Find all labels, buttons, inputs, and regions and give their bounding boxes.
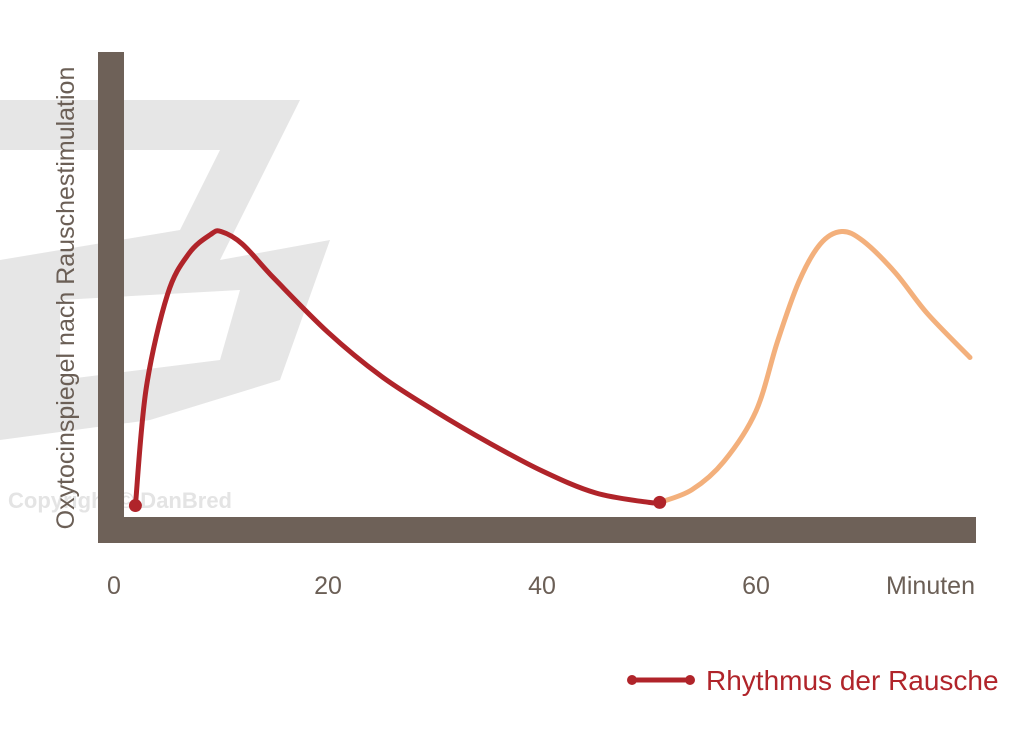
series-layer	[132, 228, 973, 509]
legend: Rhythmus der Rausche	[627, 665, 999, 696]
legend-marker-right	[685, 675, 695, 685]
x-axis-bar	[98, 517, 976, 543]
x-tick-label: 40	[528, 572, 556, 600]
x-tick-label: 20	[314, 572, 342, 600]
marker-layer	[128, 495, 667, 513]
series-line	[132, 228, 663, 509]
x-tick-label: 0	[107, 572, 121, 600]
x-tick-labels: 0 20 40 60	[107, 572, 770, 600]
x-tick-label: 60	[742, 572, 770, 600]
legend-label: Rhythmus der Rausche	[706, 665, 999, 696]
watermark-logo-shape	[0, 100, 330, 440]
y-axis-bar	[98, 52, 124, 542]
y-axis-title: Oxytocinspiegel nach Rauschestimulation	[52, 67, 80, 530]
series-endpoint-marker	[128, 499, 142, 513]
axes	[98, 52, 976, 543]
x-axis-title: Minuten	[886, 572, 975, 600]
legend-marker-left	[627, 675, 637, 685]
series-line	[657, 228, 973, 505]
series-endpoint-marker	[653, 495, 667, 509]
